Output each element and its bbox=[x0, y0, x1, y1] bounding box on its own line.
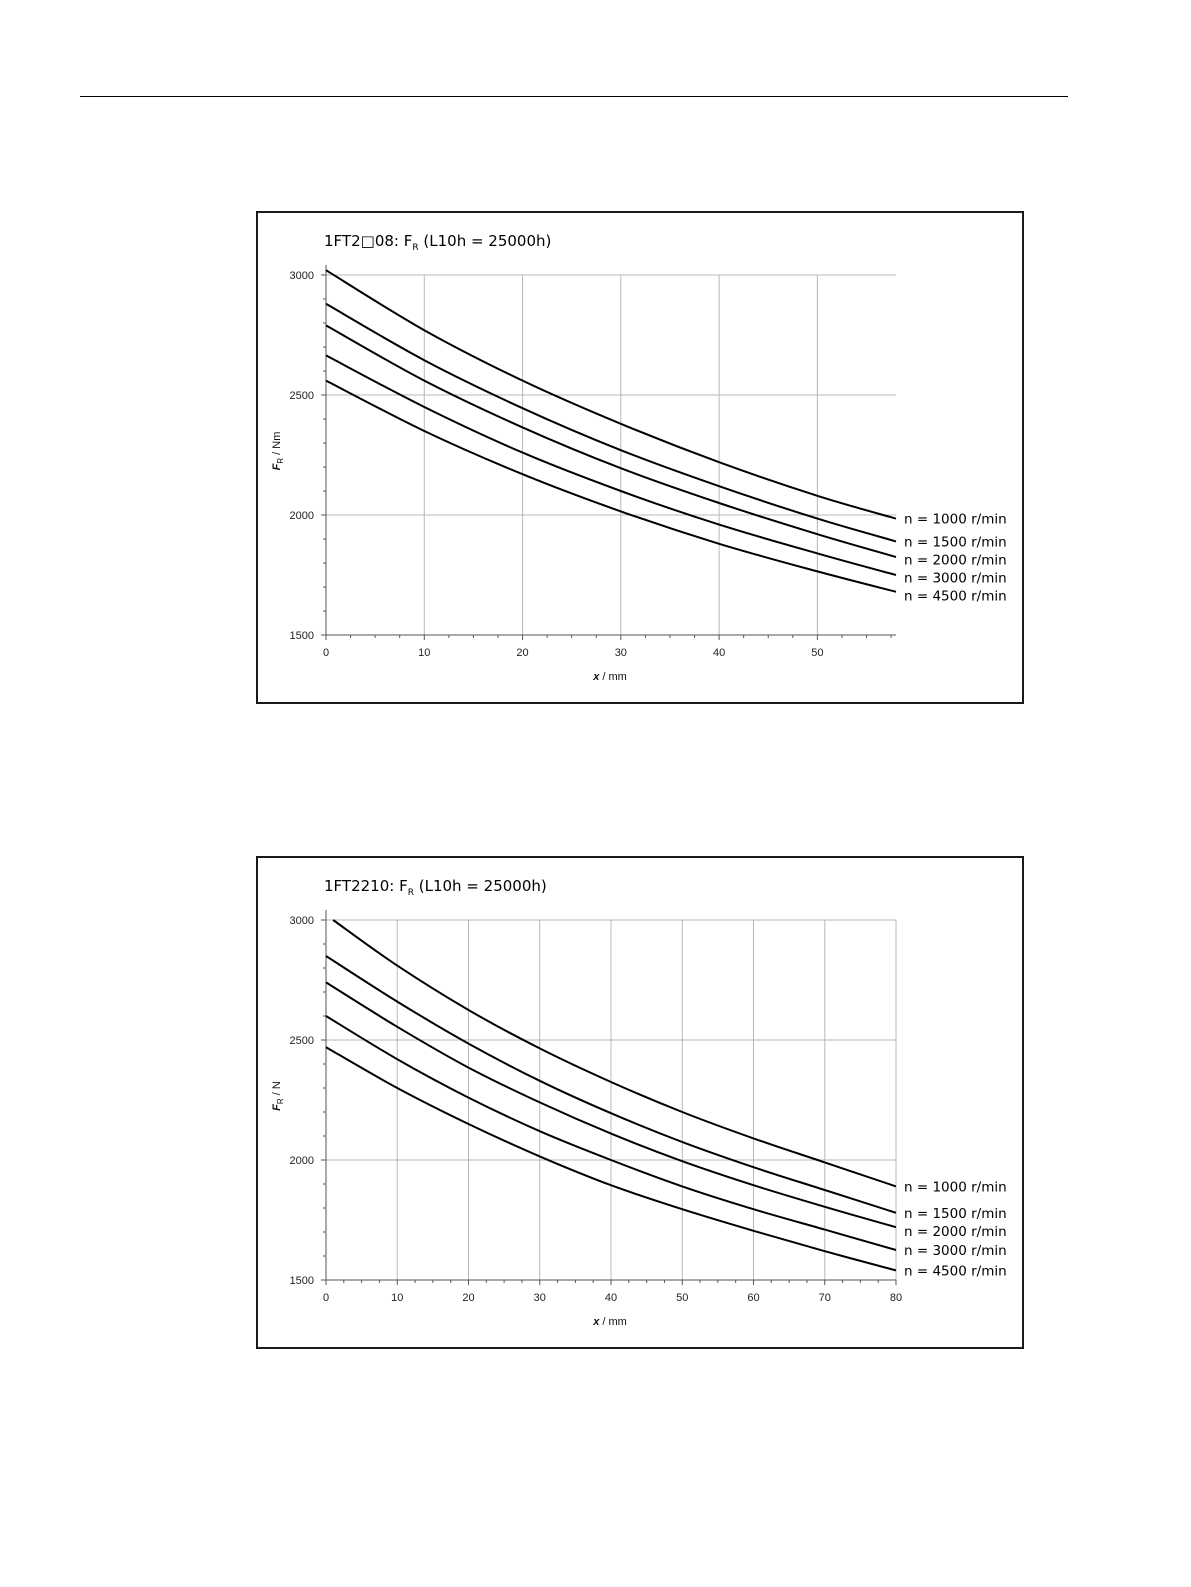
x-tick-label: 0 bbox=[323, 647, 329, 659]
x-tick-label: 30 bbox=[615, 647, 627, 659]
y-tick-label: 3000 bbox=[290, 915, 314, 927]
chart-1ft2210: 1FT2210: FR (L10h = 25000h) 0 10 20 30 40 50 6… bbox=[271, 877, 1007, 1328]
x-tick-label: 70 bbox=[819, 1292, 831, 1304]
chart-1ft2-08: 1FT2□08: FR (L10h = 25000h) 0 10 20 30 40 50 1… bbox=[271, 232, 1007, 683]
legend-label-3: n = 3000 r/min bbox=[904, 570, 1007, 586]
chart-title: 1FT2□08: FR (L10h = 25000h) bbox=[324, 232, 551, 253]
series-line-0 bbox=[325, 269, 897, 520]
x-tick-label: 10 bbox=[391, 1292, 403, 1304]
y-tick-label: 3000 bbox=[290, 270, 314, 282]
y-tick-label: 2000 bbox=[290, 510, 314, 522]
legend-label-4: n = 4500 r/min bbox=[904, 1263, 1007, 1279]
series-line-2 bbox=[325, 981, 897, 1229]
y-axis-label: FR / Nm bbox=[271, 432, 285, 471]
x-tick-label: 10 bbox=[418, 647, 430, 659]
x-tick-label: 0 bbox=[323, 1292, 329, 1304]
series-line-1 bbox=[325, 302, 897, 543]
series-line-4 bbox=[325, 1046, 897, 1272]
x-tick-label: 50 bbox=[811, 647, 823, 659]
series-line-4 bbox=[325, 379, 897, 593]
series-line-1 bbox=[325, 955, 897, 1214]
y-tick-label: 1500 bbox=[290, 630, 314, 642]
chart-title: 1FT2210: FR (L10h = 25000h) bbox=[324, 877, 547, 898]
series-line-3 bbox=[325, 1015, 897, 1251]
y-tick-label: 2000 bbox=[290, 1155, 314, 1167]
x-tick-label: 20 bbox=[516, 647, 528, 659]
y-tick-label: 2500 bbox=[290, 390, 314, 402]
series-line-0 bbox=[332, 919, 897, 1188]
x-tick-label: 40 bbox=[605, 1292, 617, 1304]
x-axis-label: x / mm bbox=[592, 671, 627, 683]
legend-label-2: n = 2000 r/min bbox=[904, 1224, 1007, 1240]
x-tick-label: 80 bbox=[890, 1292, 902, 1304]
y-tick-label: 2500 bbox=[290, 1035, 314, 1047]
x-tick-label: 40 bbox=[713, 647, 725, 659]
x-axis-label: x / mm bbox=[592, 1316, 627, 1328]
chart-frame-1ft2210: 1FT2210: FR (L10h = 25000h) 0 10 20 30 40 50 6… bbox=[256, 856, 1024, 1349]
chart-frame-1ft2-08: 1FT2□08: FR (L10h = 25000h) 0 10 20 30 40 50 1… bbox=[256, 211, 1024, 704]
header-rule bbox=[80, 96, 1068, 97]
x-tick-label: 60 bbox=[747, 1292, 759, 1304]
legend-label-3: n = 3000 r/min bbox=[904, 1243, 1007, 1259]
series-line-2 bbox=[325, 324, 897, 558]
x-tick-label: 50 bbox=[676, 1292, 688, 1304]
legend-label-1: n = 1500 r/min bbox=[904, 1206, 1007, 1222]
legend-label-2: n = 2000 r/min bbox=[904, 552, 1007, 568]
legend-label-0: n = 1000 r/min bbox=[904, 1179, 1007, 1195]
series-line-3 bbox=[325, 354, 897, 576]
y-axis-label: FR / N bbox=[271, 1081, 285, 1111]
legend-label-1: n = 1500 r/min bbox=[904, 534, 1007, 550]
square-placeholder-glyph: □ bbox=[361, 232, 375, 250]
x-tick-label: 20 bbox=[462, 1292, 474, 1304]
y-tick-label: 1500 bbox=[290, 1275, 314, 1287]
x-tick-label: 30 bbox=[534, 1292, 546, 1304]
legend-label-0: n = 1000 r/min bbox=[904, 512, 1007, 528]
legend-label-4: n = 4500 r/min bbox=[904, 588, 1007, 604]
